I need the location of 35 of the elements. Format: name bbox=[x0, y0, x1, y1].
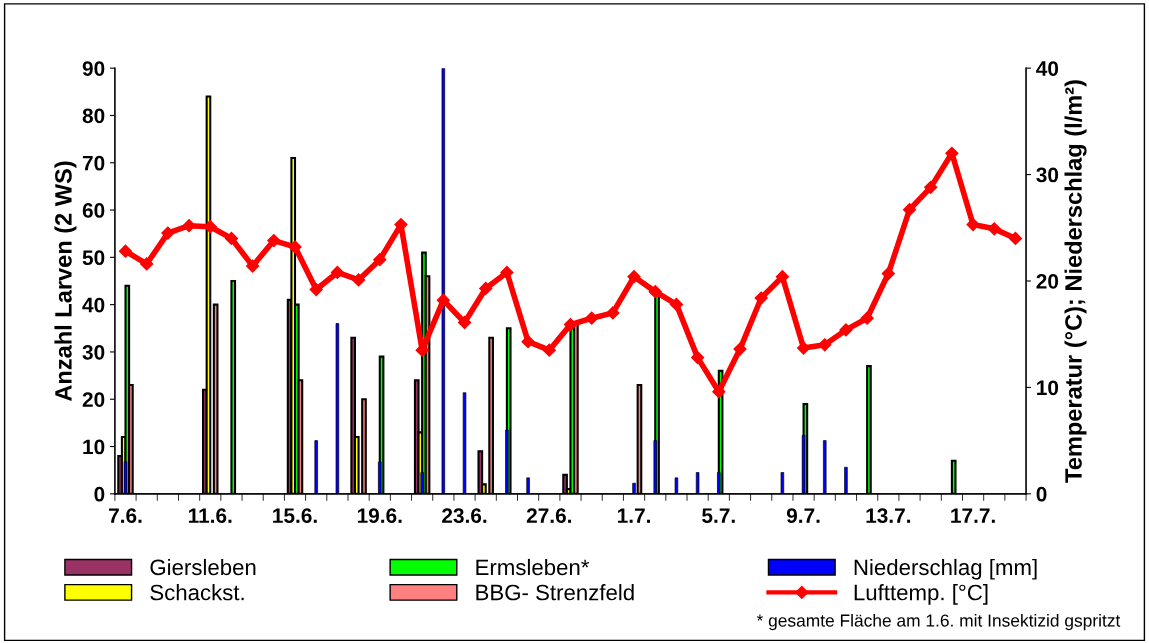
y2-tick-label: 40 bbox=[1036, 61, 1059, 76]
x-tick-label: 13.7. bbox=[866, 508, 911, 524]
y-tick-label: 50 bbox=[82, 250, 105, 266]
legend-label: BBG- Strenzfeld bbox=[476, 584, 634, 601]
y2-tick-label: 20 bbox=[1036, 273, 1059, 289]
y2-tick-label: 10 bbox=[1037, 380, 1059, 396]
y-tick-label: 70 bbox=[82, 155, 105, 171]
x-tick-label: 5.7. bbox=[702, 508, 735, 524]
text: * gesamte Fläche am 1.6. mit Insektizid gspritzt bbox=[756, 613, 1121, 631]
y-tick-label: 40 bbox=[82, 297, 105, 313]
y2-tick-label: 0 bbox=[1036, 486, 1047, 502]
y2-axis-title: Temperatur (°C); Niederschlag (l/m²) bbox=[1064, 80, 1087, 483]
y-tick-label: 20 bbox=[82, 392, 105, 407]
y-axis-title: Anzahl Larven (2 WS) bbox=[54, 161, 77, 402]
y-tick-label: 30 bbox=[82, 344, 105, 360]
x-tick-label: 11.6. bbox=[188, 508, 232, 524]
legend-label: Niederschlag [mm] bbox=[854, 558, 1037, 580]
x-tick-label: 9.7. bbox=[786, 508, 820, 524]
x-tick-label: 7.6. bbox=[109, 508, 142, 524]
y-tick-label: 10 bbox=[83, 439, 105, 455]
y-tick-label: 60 bbox=[82, 203, 105, 218]
x-tick-label: 17.7. bbox=[951, 508, 995, 523]
legend-label: Ermsleben* bbox=[476, 558, 590, 576]
x-tick-label: 27.6. bbox=[526, 508, 572, 524]
legend-label: Schackst. bbox=[150, 584, 244, 601]
legend-label: Lufttemp. [°C] bbox=[854, 584, 988, 605]
x-tick-label: 19.6. bbox=[357, 508, 402, 524]
y2-tick-label: 30 bbox=[1036, 167, 1059, 183]
y-tick-label: 0 bbox=[94, 486, 105, 502]
y-tick-label: 80 bbox=[82, 108, 105, 124]
x-tick-label: 15.6. bbox=[273, 508, 317, 524]
legend-label: Giersleben bbox=[150, 558, 256, 576]
x-tick-label: 1.7. bbox=[617, 508, 650, 523]
x-tick-label: 23.6. bbox=[442, 508, 487, 524]
y-tick-label: 90 bbox=[82, 61, 105, 76]
